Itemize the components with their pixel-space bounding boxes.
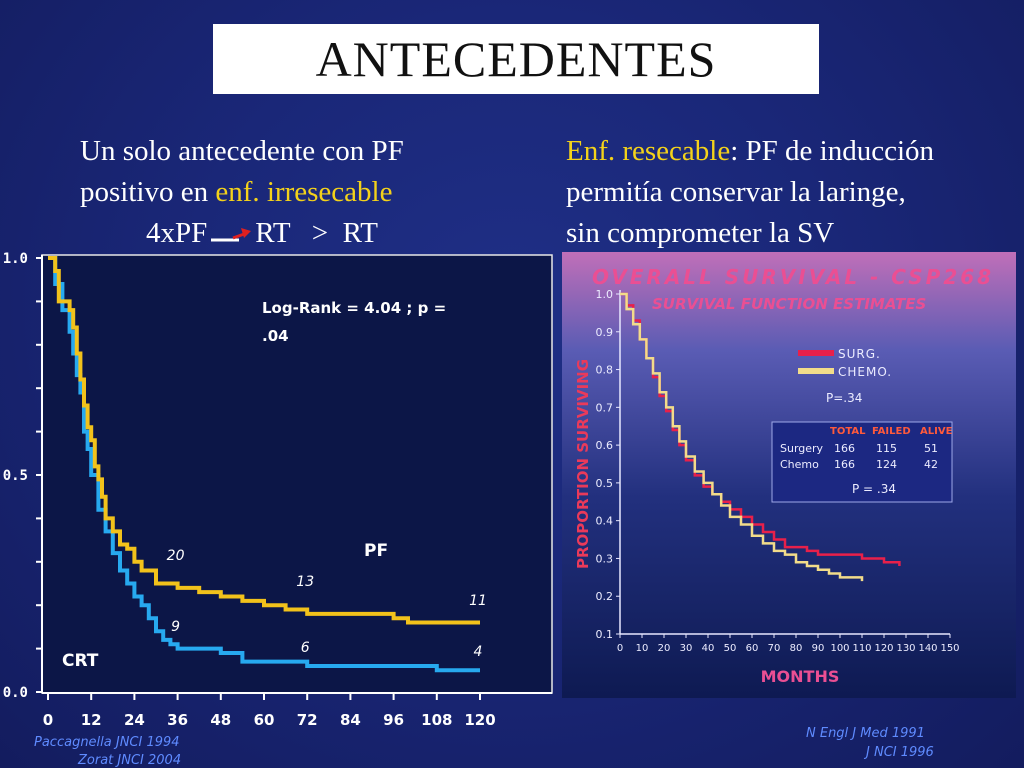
- legend-chemo-swatch: [798, 368, 834, 374]
- left-text-line2: positivo en enf. irresecable: [80, 172, 392, 212]
- pf-at-risk-label: 13: [296, 574, 314, 590]
- x-tick-label: 70: [768, 643, 781, 654]
- p-value-label: P=.34: [826, 391, 862, 405]
- y-tick-label: 0.8: [596, 364, 614, 377]
- y-tick-label: 0.9: [596, 326, 614, 339]
- citation-left-2: Zorat JNCI 2004: [78, 753, 182, 768]
- pf-series-label: PF: [364, 541, 388, 561]
- table-cell: 166: [834, 442, 855, 455]
- y-tick-label: 0.7: [596, 401, 614, 414]
- y-tick-label: 1.0: [3, 251, 28, 267]
- table-cell: 51: [924, 442, 938, 455]
- left-text-line2-prefix: positivo en: [80, 176, 216, 208]
- x-tick-label: 80: [790, 643, 803, 654]
- x-tick-label: 60: [254, 711, 275, 729]
- table-cell: Chemo: [780, 458, 819, 471]
- y-tick-label: 1.0: [596, 288, 614, 301]
- x-tick-label: 100: [830, 643, 849, 654]
- left-text-highlight: enf. irresecable: [215, 176, 393, 208]
- x-tick-label: 40: [702, 643, 715, 654]
- right-text-line2: permitía conservar la laringe,: [566, 176, 906, 208]
- y-tick-label: 0.0: [3, 685, 28, 701]
- x-tick-label: 120: [874, 643, 893, 654]
- right-text-line1-rest: : PF de inducción: [730, 135, 935, 167]
- log-rank-annotation-line1: Log-Rank = 4.04 ; p =: [262, 299, 446, 317]
- x-tick-label: 10: [636, 643, 649, 654]
- x-tick-label: 96: [383, 711, 404, 729]
- pf-at-risk-label: 20: [167, 548, 185, 564]
- citation-right-1: N Engl J Med 1991: [806, 726, 925, 741]
- x-tick-label: 60: [746, 643, 759, 654]
- y-tick-label: 0.5: [596, 477, 614, 490]
- y-tick-label: 0.3: [596, 552, 614, 565]
- table-header: FAILED: [872, 426, 911, 437]
- x-tick-label: 24: [124, 711, 145, 729]
- y-tick-label: 0.4: [596, 515, 614, 528]
- x-tick-label: 48: [210, 711, 231, 729]
- y-tick-label: 0.5: [3, 468, 28, 484]
- citation-left-1: Paccagnella JNCI 1994: [34, 735, 180, 750]
- legend-chemo-label: CHEMO.: [838, 365, 892, 379]
- right-text-line3: sin comprometer la SV: [566, 217, 835, 249]
- chemo-survival-line: [620, 292, 864, 582]
- plot-area: [41, 254, 553, 694]
- km-chart-subtitle: SURVIVAL FUNCTION ESTIMATES: [652, 295, 926, 313]
- left-text-line3-left: 4xPF: [146, 217, 208, 249]
- x-tick-label: 140: [918, 643, 937, 654]
- x-tick-label: 110: [852, 643, 871, 654]
- right-text-highlight: Enf. resecable: [566, 135, 731, 167]
- x-tick-label: 50: [724, 643, 737, 654]
- left-text-line3-right: RT > RT: [255, 217, 378, 249]
- table-cell: Surgery: [780, 442, 824, 455]
- crt-at-risk-label: 4: [474, 644, 483, 660]
- table-header: TOTAL: [830, 426, 866, 437]
- x-tick-label: 20: [658, 643, 671, 654]
- x-tick-label: 30: [680, 643, 693, 654]
- slide-title: ANTECEDENTES: [315, 31, 717, 87]
- x-tick-label: 0: [617, 643, 623, 654]
- left-km-chart: 1.00.50.00 12 24 36 48 60 72 84 96 108 120Log-Rank…: [3, 251, 553, 729]
- y-tick-label: 0.1: [596, 628, 614, 641]
- right-text-line1: Enf. resecable: PF de inducción: [566, 131, 934, 171]
- log-rank-annotation-line2: .04: [262, 327, 289, 345]
- x-tick-label: 84: [340, 711, 361, 729]
- x-tick-label: 72: [297, 711, 318, 729]
- table-cell: 166: [834, 458, 855, 471]
- left-text-line3: 4xPF RT > RT: [146, 213, 378, 253]
- left-text-line1: Un solo antecedente con PF: [80, 135, 404, 167]
- table-cell: 42: [924, 458, 938, 471]
- legend-surg-label: SURG.: [838, 347, 881, 361]
- stats-table: [771, 421, 953, 503]
- y-tick-label: 0.6: [596, 439, 614, 452]
- x-tick-label: 130: [896, 643, 915, 654]
- x-tick-label: 0: [43, 711, 53, 729]
- right-km-chart: OVERALL SURVIVAL - CSP268 SURVIVAL FUNCTI…: [562, 252, 1016, 698]
- table-header: ALIVE: [920, 426, 953, 437]
- x-tick-label: 90: [812, 643, 825, 654]
- legend-surg-swatch: [798, 350, 834, 356]
- table-cell: 115: [876, 442, 897, 455]
- x-axis-label: MONTHS: [761, 667, 840, 686]
- y-axis-label: PROPORTION SURVIVING: [574, 359, 592, 569]
- table-cell: 124: [876, 458, 897, 471]
- x-tick-label: 108: [421, 711, 452, 729]
- y-tick-label: 0.2: [596, 590, 614, 603]
- arrow-right-icon: [211, 228, 252, 242]
- km-chart-title: OVERALL SURVIVAL - CSP268: [592, 265, 994, 289]
- pf-survival-line: [48, 256, 480, 625]
- crt-at-risk-label: 9: [171, 619, 180, 635]
- x-tick-label: 36: [167, 711, 188, 729]
- x-tick-label: 150: [940, 643, 959, 654]
- crt-at-risk-label: 6: [301, 640, 310, 656]
- table-p-value: P = .34: [852, 482, 896, 496]
- crt-series-label: CRT: [62, 651, 99, 671]
- citation-right-2: J NCI 1996: [866, 745, 934, 760]
- x-tick-label: 120: [464, 711, 495, 729]
- title-box: ANTECEDENTES: [213, 24, 819, 94]
- pf-at-risk-label: 11: [469, 593, 487, 609]
- x-tick-label: 12: [81, 711, 102, 729]
